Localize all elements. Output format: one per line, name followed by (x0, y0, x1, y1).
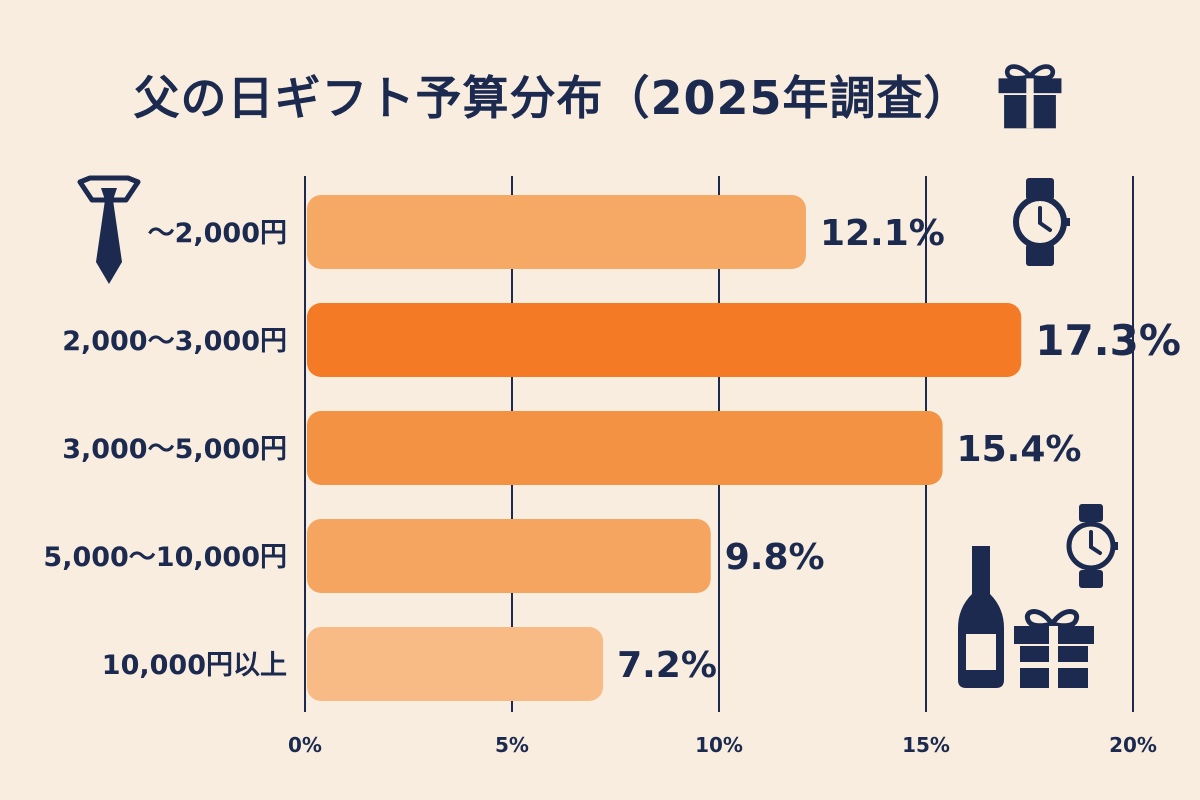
bar-layer (307, 195, 1022, 701)
x-tick-label: 15% (902, 733, 950, 757)
category-label: 2,000〜3,000円 (62, 326, 287, 357)
bottle-icon (958, 546, 1004, 688)
chart-title: 父の日ギフト予算分布（2025年調査） (133, 71, 971, 125)
gift-icon (998, 64, 1061, 129)
x-tick-label: 10% (695, 733, 743, 757)
x-tick-label: 0% (288, 733, 322, 757)
bar (307, 303, 1022, 377)
tick-layer: 0% 5% 10% 15% 20% (288, 733, 1157, 757)
category-label: 10,000円以上 (102, 650, 287, 681)
wristwatch-icon (1013, 178, 1070, 266)
category-label: 5,000〜10,000円 (43, 542, 287, 573)
decorative-icons (77, 175, 1118, 688)
x-tick-label: 20% (1109, 733, 1157, 757)
gift-icon (1014, 609, 1094, 688)
necktie-icon (77, 175, 141, 284)
wristwatch-icon (1066, 504, 1118, 588)
value-label: 15.4% (957, 429, 1082, 470)
category-label: 3,000〜5,000円 (62, 434, 287, 465)
category-label: 〜2,000円 (148, 218, 287, 249)
bar (307, 195, 806, 269)
bar (307, 519, 711, 593)
value-label: 17.3% (1035, 316, 1181, 365)
x-tick-label: 5% (495, 733, 529, 757)
title-row: 父の日ギフト予算分布（2025年調査） (0, 58, 1200, 132)
value-label: 12.1% (820, 213, 945, 254)
value-label: 7.2% (617, 645, 717, 686)
bar (307, 627, 604, 701)
bar (307, 411, 943, 485)
label-layer: 〜2,000円 12.1% 2,000〜3,000円 17.3% 3,000〜5,000… (43, 213, 1181, 686)
value-label: 9.8% (725, 537, 825, 578)
